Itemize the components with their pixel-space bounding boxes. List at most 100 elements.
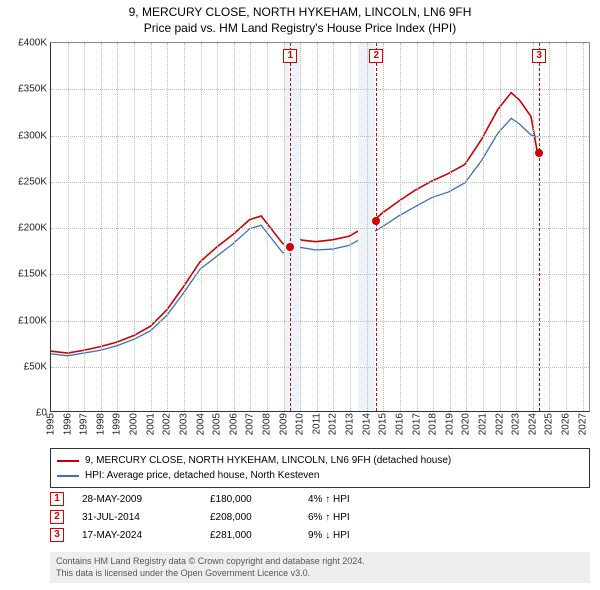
x-gridline: [549, 43, 550, 411]
sales-price-0: £180,000: [210, 494, 290, 505]
x-gridline: [201, 43, 202, 411]
x-gridline: [383, 43, 384, 411]
x-gridline: [300, 43, 301, 411]
footer-attribution: Contains HM Land Registry data © Crown c…: [50, 552, 590, 583]
x-axis-label: 2021: [478, 413, 489, 435]
x-gridline: [566, 43, 567, 411]
x-gridline: [284, 43, 285, 411]
event-dashline: [539, 43, 540, 411]
sale-dot: [286, 243, 294, 251]
x-axis-label: 2000: [129, 413, 140, 435]
x-gridline: [234, 43, 235, 411]
y-axis-label: £350K: [18, 84, 47, 95]
x-axis-label: 2025: [544, 413, 555, 435]
x-gridline: [217, 43, 218, 411]
y-axis-label: £300K: [18, 130, 47, 141]
footer-line1: Contains HM Land Registry data © Crown c…: [56, 556, 584, 568]
x-axis-label: 1998: [95, 413, 106, 435]
title-line2: Price paid vs. HM Land Registry's House …: [0, 20, 600, 36]
y-axis-label: £150K: [18, 269, 47, 280]
x-gridline: [68, 43, 69, 411]
x-axis-label: 2002: [162, 413, 173, 435]
x-axis-label: 2019: [444, 413, 455, 435]
x-gridline: [516, 43, 517, 411]
x-gridline: [583, 43, 584, 411]
x-axis-label: 2010: [295, 413, 306, 435]
sales-price-1: £208,000: [210, 512, 290, 523]
x-gridline: [350, 43, 351, 411]
x-axis-label: 2003: [178, 413, 189, 435]
x-gridline: [184, 43, 185, 411]
x-axis-label: 2005: [212, 413, 223, 435]
y-gridline: [51, 367, 589, 368]
legend-swatch-0: [57, 460, 79, 462]
event-dashline: [376, 43, 377, 411]
x-gridline: [267, 43, 268, 411]
x-gridline: [134, 43, 135, 411]
legend-label-0: 9, MERCURY CLOSE, NORTH HYKEHAM, LINCOLN…: [85, 453, 451, 468]
sale-dot: [372, 217, 380, 225]
y-axis-label: £250K: [18, 176, 47, 187]
chart-band: [284, 43, 301, 411]
x-axis-label: 1996: [62, 413, 73, 435]
chart-plot-area: £0£50K£100K£150K£200K£250K£300K£350K£400…: [50, 42, 590, 412]
chart-container: 9, MERCURY CLOSE, NORTH HYKEHAM, LINCOLN…: [0, 0, 600, 590]
x-axis-label: 2011: [311, 413, 322, 435]
x-gridline: [466, 43, 467, 411]
sales-date-0: 28-MAY-2009: [82, 494, 192, 505]
y-gridline: [51, 136, 589, 137]
sales-date-2: 17-MAY-2024: [82, 530, 192, 541]
y-axis-label: £50K: [24, 361, 47, 372]
x-axis-label: 2026: [561, 413, 572, 435]
legend-box: 9, MERCURY CLOSE, NORTH HYKEHAM, LINCOLN…: [50, 448, 590, 488]
x-axis-label: 2024: [527, 413, 538, 435]
x-gridline: [151, 43, 152, 411]
sales-pct-1: 6% ↑ HPI: [308, 512, 428, 523]
x-axis-label: 1997: [79, 413, 90, 435]
x-axis-label: 2020: [461, 413, 472, 435]
chart-lines-svg: [51, 43, 589, 411]
x-axis-label: 2001: [145, 413, 156, 435]
x-gridline: [317, 43, 318, 411]
sales-num-0: 1: [50, 492, 64, 506]
legend-label-1: HPI: Average price, detached house, Nort…: [85, 468, 319, 483]
sale-dot: [535, 149, 543, 157]
legend-row-1: HPI: Average price, detached house, Nort…: [57, 468, 583, 483]
y-gridline: [51, 89, 589, 90]
y-axis-label: £400K: [18, 38, 47, 49]
y-axis-label: £100K: [18, 315, 47, 326]
sales-num-2: 3: [50, 528, 64, 542]
title-line1: 9, MERCURY CLOSE, NORTH HYKEHAM, LINCOLN…: [0, 4, 600, 20]
x-gridline: [101, 43, 102, 411]
event-marker-box: 2: [369, 49, 383, 63]
x-axis-label: 2027: [577, 413, 588, 435]
x-gridline: [84, 43, 85, 411]
sales-pct-2: 9% ↓ HPI: [308, 530, 428, 541]
x-gridline: [250, 43, 251, 411]
x-axis-label: 2004: [195, 413, 206, 435]
x-axis-label: 2015: [378, 413, 389, 435]
x-gridline: [167, 43, 168, 411]
x-gridline: [333, 43, 334, 411]
x-axis-label: 2013: [345, 413, 356, 435]
sales-price-2: £281,000: [210, 530, 290, 541]
x-gridline: [367, 43, 368, 411]
sales-row-1: 2 31-JUL-2014 £208,000 6% ↑ HPI: [50, 508, 590, 526]
sales-num-1: 2: [50, 510, 64, 524]
event-marker-box: 1: [283, 49, 297, 63]
x-axis-label: 1999: [112, 413, 123, 435]
x-gridline: [533, 43, 534, 411]
x-gridline: [500, 43, 501, 411]
y-gridline: [51, 274, 589, 275]
sales-pct-0: 4% ↑ HPI: [308, 494, 428, 505]
y-gridline: [51, 182, 589, 183]
x-axis-label: 2017: [411, 413, 422, 435]
event-marker-box: 3: [532, 49, 546, 63]
x-axis-label: 2012: [328, 413, 339, 435]
x-gridline: [117, 43, 118, 411]
x-gridline: [400, 43, 401, 411]
sales-table: 1 28-MAY-2009 £180,000 4% ↑ HPI 2 31-JUL…: [50, 490, 590, 544]
x-gridline: [450, 43, 451, 411]
y-gridline: [51, 321, 589, 322]
x-axis-label: 2006: [228, 413, 239, 435]
